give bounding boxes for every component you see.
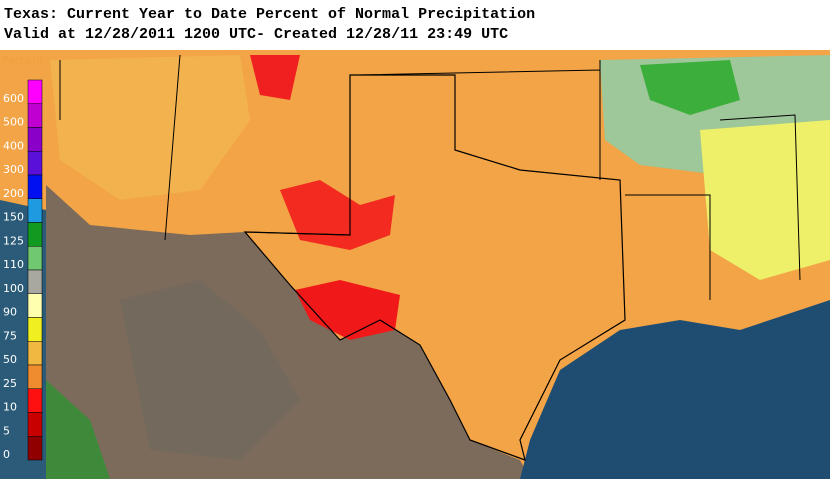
green-area [640, 60, 740, 115]
legend-swatch [27, 364, 43, 389]
dry-area [280, 180, 395, 250]
legend-title: Percent [2, 54, 44, 67]
legend-swatch [27, 412, 43, 437]
legend-swatch [27, 198, 43, 223]
legend-swatch [27, 246, 43, 271]
legend-swatch [27, 388, 43, 413]
dry-area [295, 280, 400, 340]
nm-area [50, 55, 250, 200]
legend-swatch [27, 174, 43, 199]
legend-label: 90 [3, 306, 17, 319]
legend-swatch [27, 293, 43, 318]
legend-swatch [27, 317, 43, 342]
legend-label: 400 [3, 139, 24, 152]
legend-swatch [27, 436, 43, 461]
header-bg [0, 0, 830, 50]
legend-label: 200 [3, 187, 24, 200]
legend-swatch [27, 79, 43, 104]
legend-label: 50 [3, 353, 17, 366]
legend-label: 125 [3, 234, 24, 247]
legend-label: 25 [3, 377, 17, 390]
legend-swatch [27, 222, 43, 247]
legend-swatch [27, 151, 43, 176]
yellow-area [700, 120, 830, 280]
dry-area [250, 55, 300, 100]
state-borders [59, 54, 801, 300]
legend-swatch [27, 127, 43, 152]
terrain [120, 280, 300, 460]
subtitle: Valid at 12/28/2011 1200 UTC- Created 12… [4, 26, 508, 43]
legend-swatch [27, 103, 43, 128]
title: Texas: Current Year to Date Percent of N… [4, 6, 535, 23]
coast-green [46, 380, 110, 479]
legend-label: 500 [3, 116, 24, 129]
texas-border [243, 74, 626, 461]
legend-label: 150 [3, 211, 24, 224]
legend-swatch [27, 269, 43, 294]
gulf [520, 300, 830, 479]
legend-label: 600 [3, 92, 24, 105]
legend-swatch [27, 341, 43, 366]
legend-label: 75 [3, 329, 17, 342]
legend-label: 110 [3, 258, 24, 271]
legend-label: 5 [3, 424, 10, 437]
legend-label: 300 [3, 163, 24, 176]
legend-label: 10 [3, 401, 17, 414]
legend-label: 0 [3, 448, 10, 461]
map [0, 50, 830, 479]
legend-label: 100 [3, 282, 24, 295]
